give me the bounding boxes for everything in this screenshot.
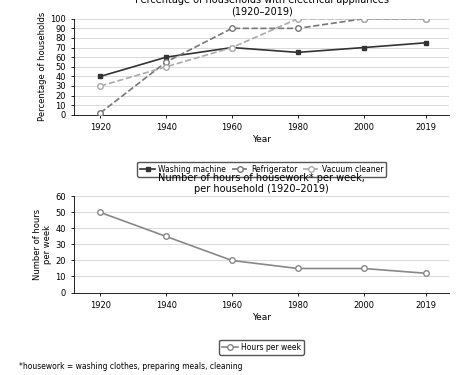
- Legend: Hours per week: Hours per week: [219, 339, 304, 355]
- X-axis label: Year: Year: [252, 135, 271, 144]
- X-axis label: Year: Year: [252, 313, 271, 322]
- Title: Number of hours of housework* per week,
per household (1920–2019): Number of hours of housework* per week, …: [158, 172, 365, 194]
- Title: Percentage of households with electrical appliances
(1920–2019): Percentage of households with electrical…: [135, 0, 388, 16]
- Text: *housework = washing clothes, preparing meals, cleaning: *housework = washing clothes, preparing …: [19, 362, 242, 371]
- Y-axis label: Number of hours
per week: Number of hours per week: [33, 209, 52, 280]
- Y-axis label: Percentage of households: Percentage of households: [38, 12, 47, 122]
- Legend: Washing machine, Refrigerator, Vacuum cleaner: Washing machine, Refrigerator, Vacuum cl…: [137, 162, 386, 177]
